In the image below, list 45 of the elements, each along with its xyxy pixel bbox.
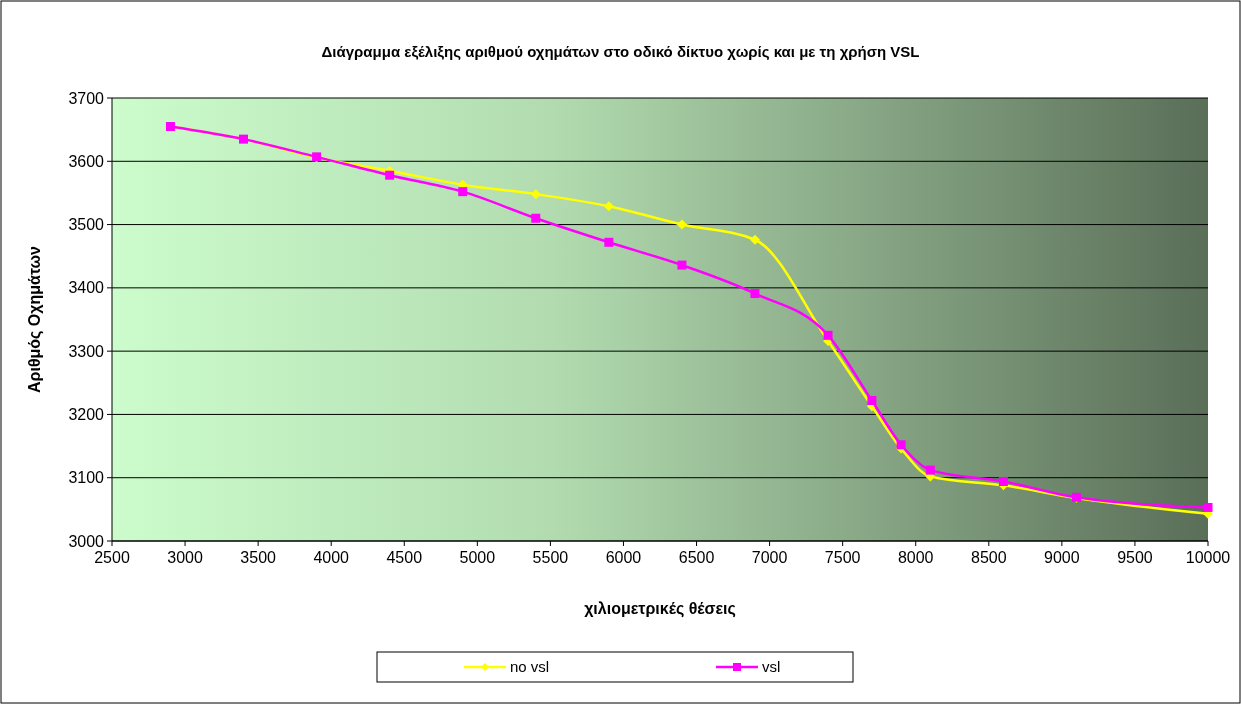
y-tick-label: 3500 [68, 216, 105, 234]
y-tick-label: 3700 [68, 89, 105, 107]
legend-label: vsl [762, 658, 781, 676]
x-tick-label: 4000 [313, 549, 350, 566]
x-tick-label: 4500 [386, 549, 423, 566]
x-tick-label: 6500 [678, 549, 715, 566]
point [677, 260, 687, 270]
x-tick-label: 3500 [240, 549, 277, 566]
x-tick-label: 6000 [605, 549, 642, 566]
x-tick-label: 3000 [167, 549, 203, 566]
point [896, 440, 906, 450]
x-tick-label: 8000 [897, 549, 934, 566]
x-tick-label: 5000 [459, 549, 496, 566]
point [867, 396, 877, 406]
point [531, 213, 541, 223]
point [676, 219, 687, 230]
y-tick-label: 3300 [68, 342, 105, 360]
y-tick-label: 3400 [68, 279, 105, 297]
point [604, 237, 614, 247]
point [1203, 502, 1213, 512]
y-tick-label: 3100 [68, 469, 105, 487]
point [749, 234, 760, 245]
y-tick-label: 3000 [68, 532, 105, 550]
chart-title: Διάγραμμα εξέλιξης αριθμού οχημάτων στο οδικό δίκτυο χωρίς και με τη χρήση VSL [321, 43, 920, 60]
point [385, 170, 395, 180]
y-axis-title: Αριθμός Οχημάτων [26, 245, 44, 394]
y-tick-label: 3600 [68, 152, 105, 170]
y-tick-label: 3200 [68, 406, 105, 424]
point [458, 187, 468, 197]
legend-label: no vsl [510, 658, 550, 676]
x-tick-label: 2500 [94, 549, 130, 566]
x-tick-label: 7500 [824, 549, 861, 566]
point [925, 465, 935, 475]
x-tick-label: 7000 [751, 549, 788, 566]
x-axis-title: χιλιομετρικές θέσεις [584, 600, 736, 618]
point [823, 330, 833, 340]
x-tick-label: 5500 [532, 549, 569, 566]
x-tick-label: 8500 [971, 549, 1007, 566]
point [603, 201, 614, 212]
x-tick-label: 10000 [1185, 549, 1231, 566]
x-tick-label: 9000 [1044, 549, 1080, 566]
point [750, 289, 760, 299]
point [530, 189, 541, 200]
point [998, 477, 1008, 487]
x-tick-label: 9500 [1117, 549, 1153, 566]
